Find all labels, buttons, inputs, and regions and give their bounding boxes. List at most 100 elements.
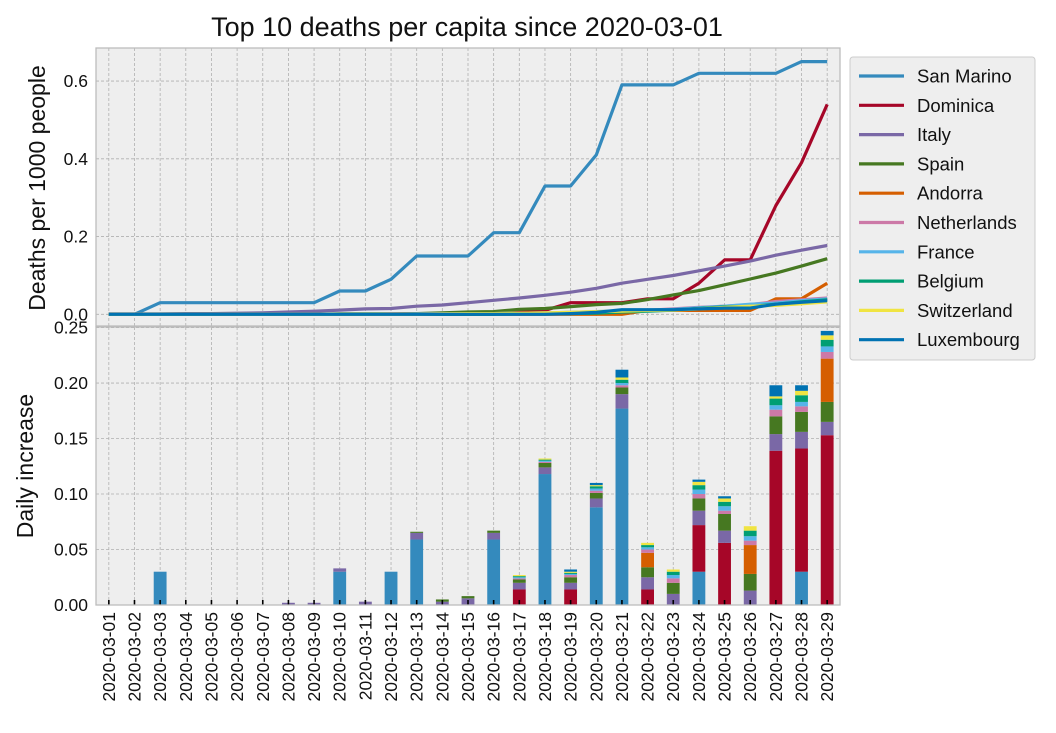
x-tick-label: 2020-03-14: [432, 612, 452, 702]
bar-segment-belgium: [692, 485, 706, 490]
bar-segment-italy: [666, 593, 680, 605]
legend-label: Italy: [917, 124, 952, 145]
bar-segment-italy: [589, 498, 603, 508]
legend-label: Dominica: [917, 95, 995, 116]
bar-segment-italy: [538, 467, 552, 475]
y-tick-label-top: 0.2: [64, 227, 88, 247]
x-tick-label: 2020-03-11: [355, 612, 375, 700]
bar-segment-switzerland: [666, 569, 680, 572]
bar-segment-luxembourg: [615, 369, 629, 378]
bar-segment-italy: [512, 582, 526, 590]
line-series-san-marino: [108, 59, 828, 316]
bar-segment-san-marino: [589, 507, 603, 605]
bar-segment-switzerland: [743, 526, 757, 531]
bar-segment-spain: [564, 577, 578, 583]
x-tick-label: 2020-03-07: [253, 612, 273, 702]
bar-segment-san-marino: [692, 571, 706, 605]
y-axis-label-top: Deaths per 1000 people: [24, 65, 50, 311]
bar-segment-netherlands: [615, 385, 629, 388]
x-tick-label: 2020-03-15: [458, 612, 478, 702]
bar-segment-spain: [461, 596, 475, 599]
bar-segment-belgium: [615, 379, 629, 384]
x-tick-label: 2020-03-08: [278, 612, 298, 702]
x-tick-label: 2020-03-09: [304, 612, 324, 702]
bar-segment-italy: [487, 532, 501, 540]
bar-segment-switzerland: [512, 575, 526, 577]
bar-segment-andorra: [641, 552, 654, 568]
x-tick-label: 2020-03-18: [535, 612, 555, 702]
x-tick-label: 2020-03-26: [740, 612, 760, 702]
bar-segment-france: [795, 401, 808, 407]
bar-segment-netherlands: [769, 409, 783, 417]
bar-segment-switzerland: [820, 335, 834, 340]
x-tick-label: 2020-03-04: [176, 612, 196, 702]
bar-segment-france: [538, 460, 552, 462]
bar-segment-belgium: [512, 576, 526, 578]
y-tick-label-top: 0.4: [64, 149, 89, 169]
bar-segment-andorra: [743, 545, 757, 574]
bar-segment-spain: [410, 531, 424, 533]
x-tick-label: 2020-03-24: [689, 612, 709, 702]
bar-segment-spain: [795, 411, 808, 432]
legend-label: Switzerland: [917, 300, 1013, 321]
y-tick-label-bottom: 0.15: [54, 429, 88, 449]
x-tick-label: 2020-03-28: [792, 612, 812, 702]
top-axes-frame: [95, 47, 841, 327]
bar-segment-dominica: [512, 589, 526, 605]
bar-segment-andorra: [820, 358, 834, 402]
bar-segment-spain: [615, 387, 629, 395]
bar-segment-spain: [718, 513, 731, 531]
bar-segment-france: [615, 383, 629, 386]
x-tick-label: 2020-03-16: [484, 612, 504, 702]
legend-label: San Marino: [917, 66, 1012, 87]
bar-segment-netherlands: [589, 490, 603, 493]
bar-segment-san-marino: [538, 474, 552, 605]
bar-segment-belgium: [820, 339, 834, 347]
bar-segment-san-marino: [153, 571, 167, 605]
bar-segment-luxembourg: [589, 482, 603, 486]
x-tick-label: 2020-03-25: [715, 612, 735, 702]
y-tick-label-bottom: 0.20: [54, 373, 88, 393]
bar-segment-netherlands: [820, 351, 834, 359]
legend-label: Spain: [917, 153, 964, 174]
bar-segment-switzerland: [538, 458, 552, 460]
x-tick-label: 2020-03-03: [150, 612, 170, 702]
y-tick-label-bottom: 0.05: [54, 540, 88, 560]
bar-segment-switzerland: [692, 481, 706, 486]
bar-segment-spain: [512, 579, 526, 583]
bar-segment-belgium: [564, 572, 578, 574]
chart-title: Top 10 deaths per capita since 2020-03-0…: [211, 12, 723, 42]
x-tick-label: 2020-03-20: [586, 612, 606, 702]
bar-segment-italy: [410, 532, 424, 540]
bar-segment-san-marino: [333, 571, 347, 605]
bar-segment-switzerland: [615, 377, 629, 380]
bar-segment-netherlands: [512, 578, 526, 580]
line-series-luxembourg: [108, 299, 828, 316]
bar-segment-france: [512, 577, 526, 579]
bar-segment-dominica: [820, 435, 834, 605]
x-tick-label: 2020-03-22: [638, 612, 658, 702]
y-tick-label-bottom: 0.25: [54, 318, 88, 338]
y-tick-label-top: 0.6: [64, 71, 88, 91]
y-axis-label-bottom: Daily increase: [12, 394, 38, 538]
bar-segment-belgium: [795, 395, 808, 402]
bar-segment-france: [718, 506, 731, 511]
bar-segment-dominica: [641, 589, 654, 605]
bar-segment-san-marino: [384, 571, 398, 605]
x-tick-label: 2020-03-13: [407, 612, 427, 702]
bar-segment-luxembourg: [820, 330, 834, 336]
bar-segment-italy: [820, 421, 834, 436]
bar-segment-netherlands: [718, 510, 731, 514]
x-tick-label: 2020-03-05: [201, 612, 221, 702]
bottom-axes-frame: [95, 326, 841, 606]
bar-segment-italy: [564, 582, 578, 590]
bar-segment-belgium: [666, 571, 680, 576]
bar-segment-spain: [743, 573, 757, 591]
bar-segment-spain: [692, 498, 706, 511]
bar-segment-san-marino: [615, 408, 629, 605]
x-tick-label: 2020-03-27: [766, 612, 786, 702]
line-series-group: [108, 59, 829, 316]
bar-segment-italy: [795, 431, 808, 449]
bar-segment-italy: [769, 434, 783, 451]
